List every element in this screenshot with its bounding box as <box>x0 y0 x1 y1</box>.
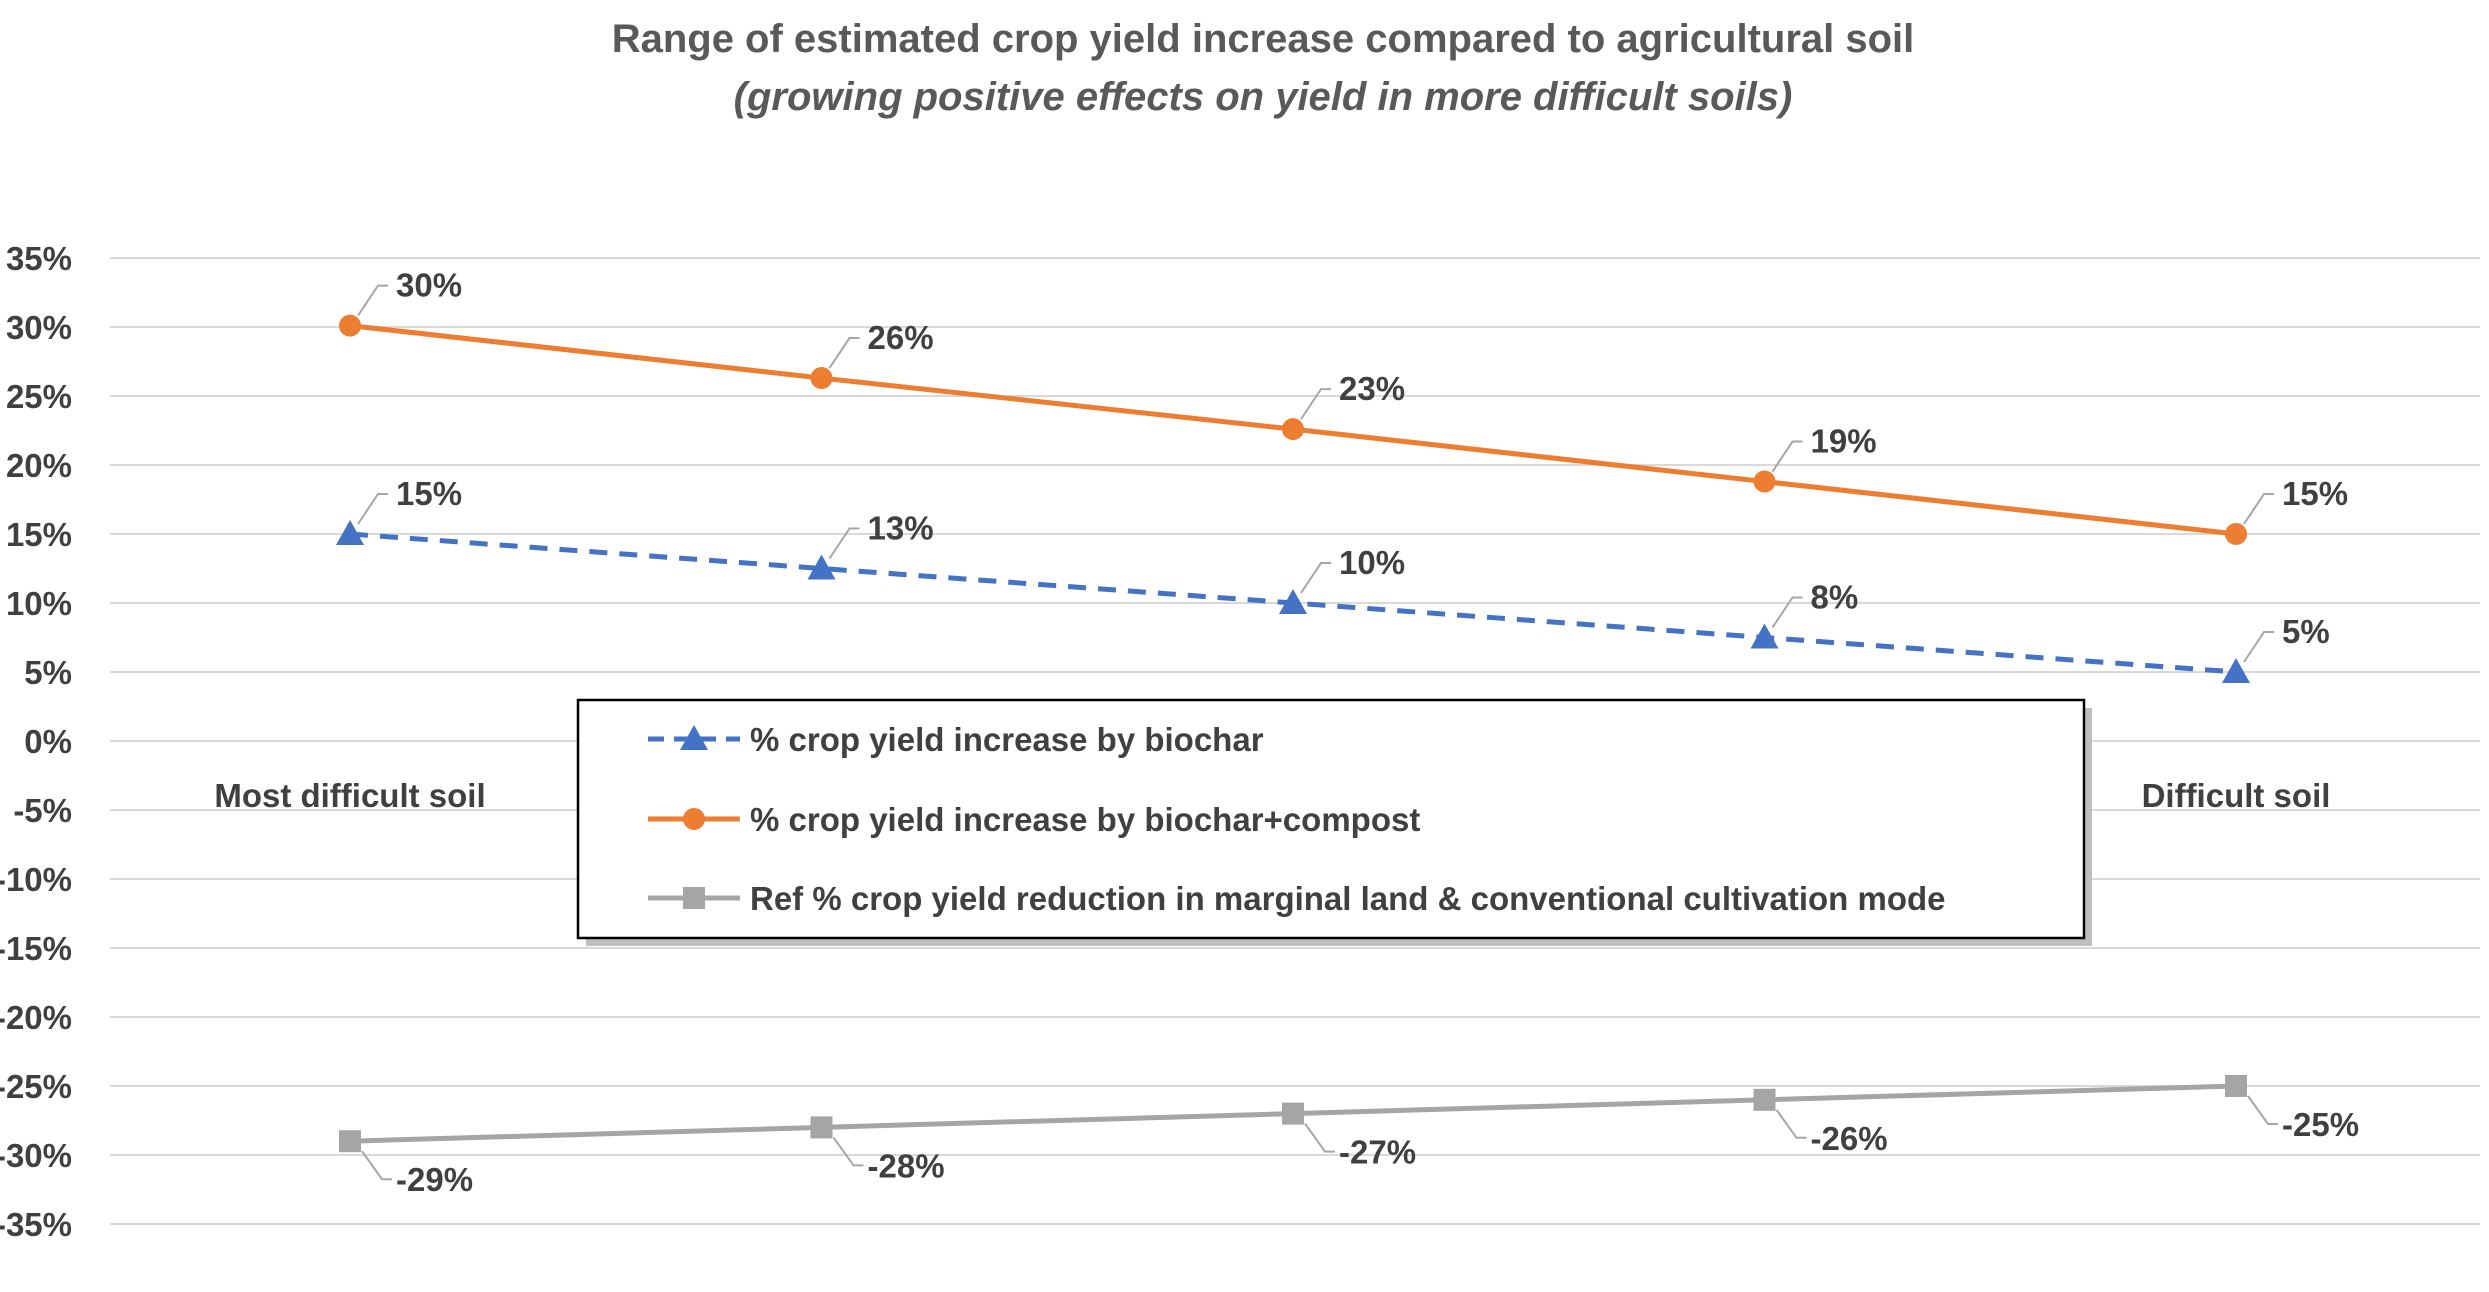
data-label-leader <box>357 493 388 525</box>
series-1: 15% 13% 10% 8% 5% <box>336 475 2330 683</box>
data-label-leader <box>828 527 860 560</box>
y-tick-label: 15% <box>6 516 72 553</box>
data-point <box>2225 523 2247 545</box>
data-label-leader <box>1775 1109 1807 1139</box>
data-point <box>807 554 836 580</box>
y-tick-label: -25% <box>0 1068 72 1105</box>
data-point <box>810 1116 833 1139</box>
data-label-leader <box>2243 631 2274 663</box>
legend-marker <box>683 887 705 909</box>
data-point <box>1753 470 1776 493</box>
data-point <box>810 367 833 390</box>
data-point <box>1750 623 1779 649</box>
y-tick-label: 35% <box>6 240 72 277</box>
data-label: 5% <box>2282 613 2330 650</box>
y-tick-label: 5% <box>24 654 72 691</box>
y-tick-label: -30% <box>0 1137 72 1174</box>
y-tick-label: -20% <box>0 999 72 1036</box>
y-tick-label: -15% <box>0 930 72 967</box>
data-label-leader <box>2247 1095 2278 1125</box>
data-label-leader <box>1300 388 1331 420</box>
legend-entry: % crop yield increase by biochar <box>750 721 1264 758</box>
data-point <box>2225 1075 2247 1097</box>
data-label: 15% <box>396 475 462 512</box>
category-label-first: Most difficult soil <box>214 777 485 814</box>
legend-marker <box>680 725 708 750</box>
data-label-leader <box>828 337 860 369</box>
legend-marker <box>683 808 705 830</box>
data-label-leader <box>357 284 388 317</box>
data-point <box>339 1130 361 1153</box>
data-label-leader <box>361 1150 392 1181</box>
data-point <box>1282 1102 1304 1125</box>
y-tick-label: 20% <box>6 447 72 484</box>
data-label: -29% <box>396 1161 473 1198</box>
y-axis-ticks: 35% 30% 25% 20% 15% 10% 5% 0% -5% -10% -15% -20% -25… <box>0 240 72 1243</box>
y-tick-label: 0% <box>24 723 72 760</box>
series-2: 30% 26% 23% 19% 15% <box>339 267 2348 545</box>
data-label-leader <box>832 1136 864 1167</box>
series-3: -29% -28% -27% -26% -25% <box>339 1075 2359 1198</box>
data-label: -25% <box>2282 1106 2359 1143</box>
series-group: 15% 13% 10% 8% 5% 30% 26% 23% 19% 15% -29% -28% -27%… <box>336 267 2359 1198</box>
data-point <box>1753 1088 1776 1111</box>
data-point <box>339 314 361 337</box>
data-point <box>336 520 364 545</box>
data-label: 13% <box>868 510 934 547</box>
data-label-leader <box>1771 596 1803 629</box>
data-label: 8% <box>1811 579 1859 616</box>
legend-entry: Ref % crop yield reduction in marginal l… <box>750 880 1946 917</box>
y-tick-label: -10% <box>0 861 72 898</box>
data-point <box>1282 418 1304 441</box>
data-label: -27% <box>1339 1134 1416 1171</box>
data-label-leader <box>1300 562 1331 594</box>
chart-title: Range of estimated crop yield increase c… <box>612 17 1915 61</box>
data-label-leader <box>1771 440 1803 473</box>
legend: % crop yield increase by biochar % crop y… <box>576 698 2092 946</box>
data-label: -26% <box>1811 1120 1888 1157</box>
data-label: 19% <box>1811 423 1877 460</box>
data-label: 23% <box>1339 370 1405 407</box>
legend-entry: % crop yield increase by biochar+compost <box>750 801 1420 838</box>
category-label-last: Difficult soil <box>2142 777 2331 814</box>
data-label: -28% <box>868 1147 945 1184</box>
y-tick-label: 25% <box>6 378 72 415</box>
data-label-leader <box>1304 1123 1335 1153</box>
data-point <box>1279 589 1307 614</box>
y-tick-label: -5% <box>13 792 72 829</box>
data-point <box>2222 658 2250 683</box>
chart-subtitle: (growing positive effects on yield in mo… <box>734 75 1793 119</box>
y-tick-label: -35% <box>0 1206 72 1243</box>
data-label-leader <box>2243 493 2274 525</box>
data-label: 15% <box>2282 475 2348 512</box>
data-label: 10% <box>1339 544 1405 581</box>
y-tick-label: 10% <box>6 585 72 622</box>
legend-box <box>576 698 2086 940</box>
data-label: 30% <box>396 267 462 304</box>
data-label: 26% <box>868 319 934 356</box>
y-tick-label: 30% <box>6 309 72 346</box>
